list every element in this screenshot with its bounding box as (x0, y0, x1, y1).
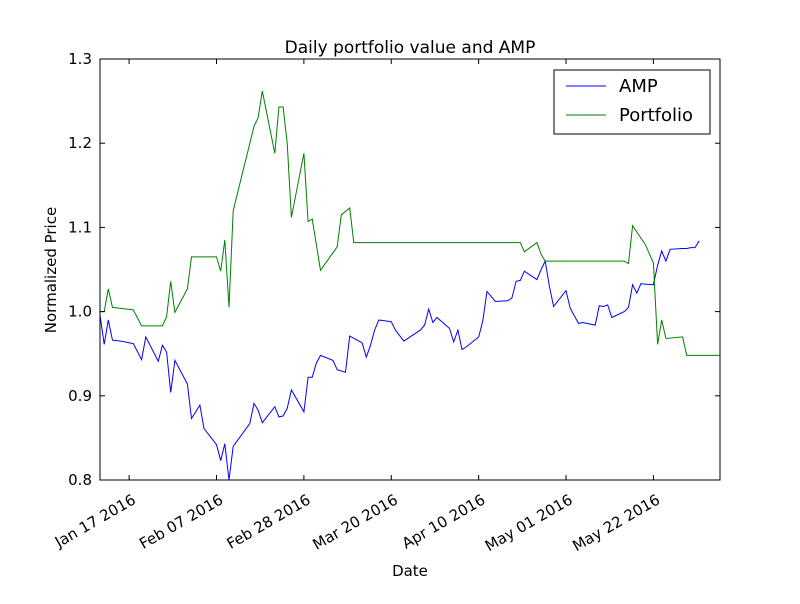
legend-label-portfolio: Portfolio (619, 105, 693, 126)
y-tick-label: 0.8 (68, 471, 92, 489)
legend: AMP Portfolio (553, 69, 711, 135)
y-tick-label: 1.0 (68, 303, 92, 321)
series-layer (99, 90, 720, 481)
y-tick-label: 0.9 (68, 387, 92, 405)
y-tick-label: 1.2 (68, 134, 92, 152)
y-axis-label: Normalized Price (42, 207, 60, 333)
y-tick-label: 1.3 (68, 50, 92, 68)
plot-frame (99, 58, 721, 481)
x-axis-label: Date (392, 562, 428, 580)
legend-label-amp: AMP (619, 76, 658, 97)
chart-title: Daily portfolio value and AMP (285, 38, 536, 58)
legend-box (553, 69, 711, 135)
y-tick-label: 1.1 (68, 218, 92, 236)
series-line-portfolio (100, 90, 720, 356)
series-line-amp (99, 240, 700, 481)
